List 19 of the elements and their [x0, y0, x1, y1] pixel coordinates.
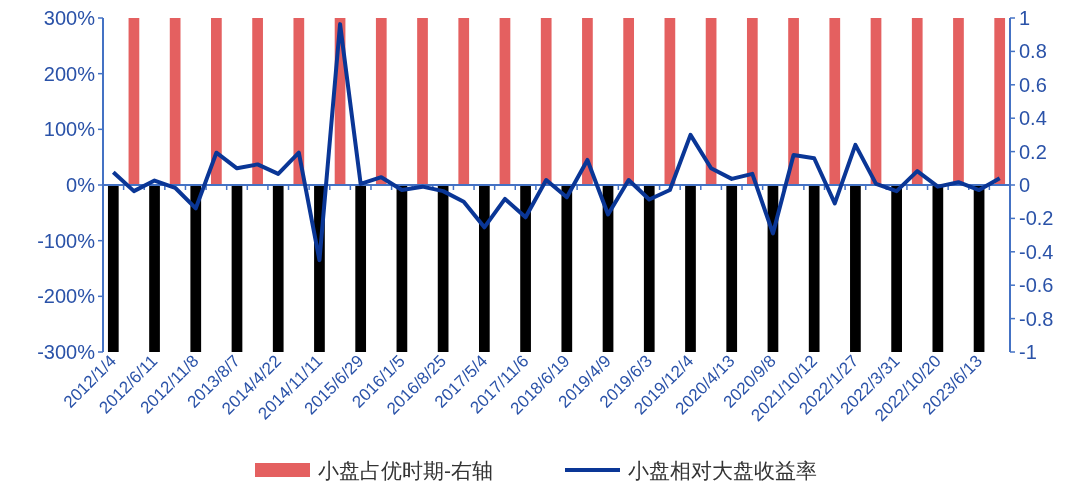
y-tick-label: 200%: [43, 62, 96, 85]
y2-tick-label: 0.8: [1019, 40, 1047, 63]
y-tick-label: 0%: [66, 174, 96, 196]
y-tick-label: -100%: [37, 229, 96, 252]
y2-tick-label: -1: [1019, 341, 1037, 363]
y2-tick-label: -0.2: [1019, 207, 1054, 230]
y-tick-label: -200%: [37, 285, 96, 308]
y2-tick-label: -0.8: [1019, 307, 1054, 330]
legend-label: 小盘占优时期-右轴: [318, 459, 493, 482]
legend-label: 小盘相对大盘收益率: [628, 459, 817, 482]
y-tick-label: 300%: [43, 7, 96, 29]
y2-tick-label: 0.2: [1019, 140, 1047, 163]
y2-tick-label: 0: [1019, 174, 1031, 196]
y2-tick-label: 0.4: [1019, 107, 1047, 130]
y2-tick-label: 0.6: [1019, 73, 1047, 96]
y-tick-label: 100%: [43, 118, 96, 141]
y2-tick-label: -0.6: [1019, 274, 1054, 297]
y2-tick-label: -0.4: [1019, 240, 1054, 263]
y2-tick-label: 1: [1019, 7, 1031, 29]
